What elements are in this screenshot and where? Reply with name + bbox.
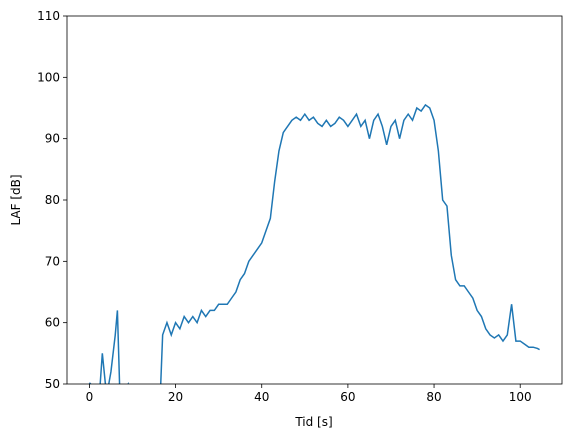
y-axis-label: LAF [dB] <box>9 174 23 225</box>
data-line <box>88 103 540 384</box>
y-tick-label: 80 <box>45 193 60 207</box>
x-tick-label: 20 <box>168 390 183 404</box>
y-tick-label: 70 <box>45 254 60 268</box>
y-tick-label: 90 <box>45 132 60 146</box>
y-tick-label: 100 <box>37 70 60 84</box>
x-axis-label: Tid [s] <box>294 415 332 429</box>
y-tick-label: 110 <box>37 9 60 23</box>
x-tick-label: 80 <box>426 390 441 404</box>
plot-frame <box>66 15 563 385</box>
x-tick-label: 100 <box>509 390 532 404</box>
x-tick-label: 40 <box>254 390 269 404</box>
x-tick-label: 0 <box>86 390 94 404</box>
y-tick-label: 60 <box>45 316 60 330</box>
y-tick-label: 50 <box>45 377 60 391</box>
x-tick-label: 60 <box>340 390 355 404</box>
